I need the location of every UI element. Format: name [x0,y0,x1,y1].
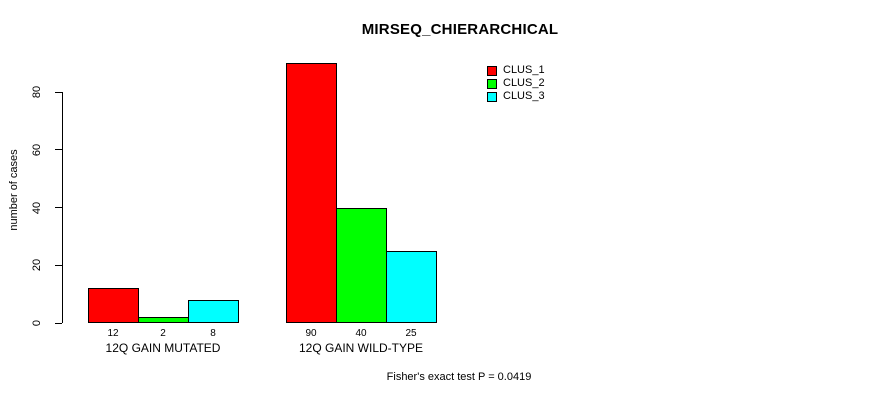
y-axis-tick-label: 60 [31,143,43,156]
y-axis-tick [55,264,62,266]
bar-clus_3 [188,299,239,323]
legend-item: CLUS_1 [487,65,545,76]
bar-value-label: 8 [210,328,216,339]
legend-swatch-clus_1 [487,65,497,76]
bar-value-label: 40 [355,328,367,339]
y-axis-tick-label: 20 [31,259,43,272]
annotation: Fisher's exact test P = 0.0419 [386,371,532,383]
y-axis-tick-label: 0 [31,319,43,327]
y-axis-tick [55,207,62,208]
y-axis-tick-label: 40 [31,201,43,214]
y-axis-tick [55,322,62,324]
y-axis-tick [55,91,62,93]
legend-label: CLUS_1 [503,64,545,76]
category-label: 12Q GAIN MUTATED [105,341,221,355]
bar-clus_1 [88,288,139,323]
legend-swatch-clus_3 [487,91,497,102]
legend-item: CLUS_2 [487,78,545,89]
bar-clus_2 [138,317,189,323]
legend: CLUS_1 CLUS_2 CLUS_3 [487,65,545,102]
bar-clus_3 [386,250,437,323]
legend-label: CLUS_3 [503,90,545,102]
legend-label: CLUS_2 [503,77,545,89]
legend-item: CLUS_3 [487,91,545,102]
category-label: 12Q GAIN WILD-TYPE [298,341,424,355]
bar-value-label: 90 [305,328,317,339]
bar-clus_2 [336,207,387,323]
y-axis-label: number of cases [8,149,20,231]
y-axis-tick [55,149,62,151]
y-axis-tick-label: 80 [31,85,43,99]
legend-swatch-clus_2 [487,78,497,89]
bar-value-label: 12 [107,328,119,339]
bar-value-label: 2 [160,328,166,339]
y-axis-line [62,92,63,323]
chart-title: MIRSEQ_CHIERARCHICAL [361,21,559,38]
bar-clus_1 [286,63,337,323]
bar-value-label: 25 [405,328,417,339]
